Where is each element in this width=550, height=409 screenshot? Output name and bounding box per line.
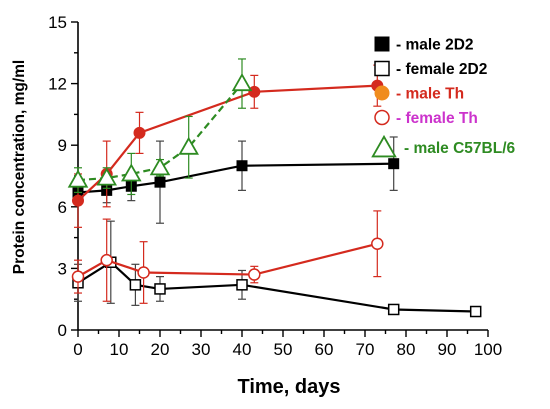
x-tick-label: 100 [474, 340, 502, 359]
x-tick-label: 10 [110, 340, 129, 359]
x-axis-title: Time, days [237, 376, 340, 398]
legend-marker [371, 134, 397, 158]
data-point [248, 268, 261, 281]
series-layer [67, 58, 482, 318]
series-4 [67, 58, 253, 196]
legend-marker [374, 109, 390, 126]
legend-label: - male 2D2 [396, 37, 474, 54]
legend-marker [374, 85, 390, 101]
x-tick-label: 90 [438, 340, 457, 359]
data-point [149, 157, 171, 176]
data-point [388, 158, 400, 170]
data-point [137, 266, 150, 279]
y-axis-title: Protein concentration, mg/ml [11, 60, 28, 274]
data-point [371, 237, 384, 251]
x-tick-label: 40 [233, 340, 252, 359]
x-tick-label: 30 [192, 340, 211, 359]
data-point [67, 169, 89, 188]
y-tick-label: 0 [58, 321, 67, 340]
x-tick-label: 0 [73, 340, 82, 359]
data-point [133, 126, 146, 139]
data-point [71, 270, 85, 283]
series-2 [72, 64, 384, 228]
y-tick-label: 15 [48, 13, 67, 32]
data-point [231, 73, 253, 92]
series-line [77, 84, 378, 202]
data-point [96, 167, 118, 186]
legend-marker [374, 36, 390, 52]
series-line [77, 242, 378, 278]
data-point [100, 253, 113, 267]
x-tick-label: 50 [274, 340, 293, 359]
y-tick-label: 6 [58, 198, 67, 217]
data-point [236, 279, 248, 291]
data-point [154, 283, 166, 295]
data-point [129, 279, 142, 291]
legend-marker [374, 60, 390, 77]
x-tick-label: 60 [315, 340, 334, 359]
legend: - male 2D2 - female 2D2 - male Th - female … [371, 36, 516, 158]
x-tick-label: 70 [356, 340, 375, 359]
data-point [236, 160, 248, 172]
series-3 [71, 210, 384, 304]
legend-label: - male C57BL/6 [404, 140, 516, 157]
data-point [154, 176, 166, 188]
legend-label: - male Th [396, 86, 464, 103]
data-point [72, 194, 84, 207]
data-point [469, 305, 482, 318]
y-tick-label: 12 [48, 75, 67, 94]
axes: 0 3 6 9 12 15 0 10 20 30 40 50 60 70 80 90 100 [48, 13, 502, 359]
data-point [248, 85, 261, 98]
data-point [387, 303, 400, 316]
legend-label: - female Th [396, 110, 478, 127]
data-point [120, 163, 142, 182]
legend-label: - female 2D2 [396, 61, 487, 78]
data-point [178, 136, 200, 155]
x-tick-label: 80 [397, 340, 416, 359]
y-tick-label: 3 [58, 259, 67, 278]
y-tick-label: 9 [58, 136, 67, 155]
x-tick-label: 20 [151, 340, 170, 359]
